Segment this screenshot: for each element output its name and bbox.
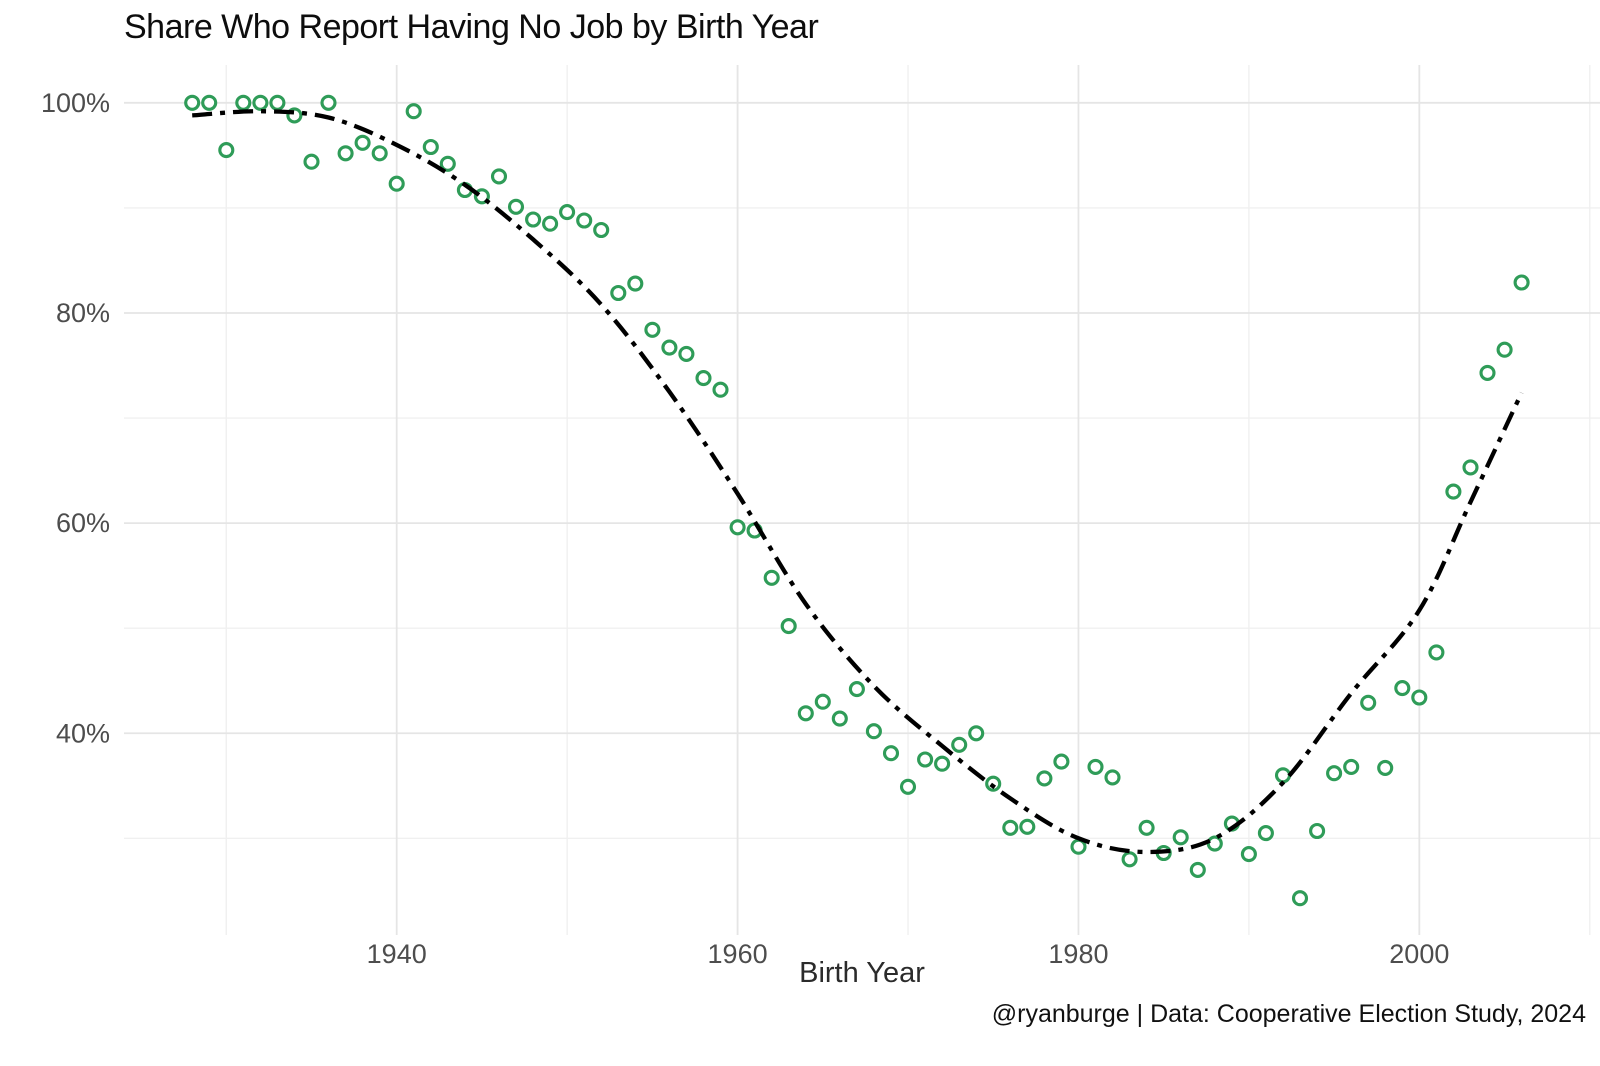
data-point — [882, 745, 900, 762]
x-tick-label: 1980 — [1048, 939, 1108, 969]
data-point — [1138, 819, 1155, 836]
data-point — [405, 103, 422, 120]
data-point — [201, 94, 218, 111]
data-point — [1104, 769, 1121, 786]
data-point — [1121, 851, 1138, 868]
data-point — [320, 94, 337, 111]
data-point — [678, 345, 695, 362]
y-tick-label: 40% — [56, 718, 110, 748]
x-axis-title: Birth Year — [799, 957, 925, 989]
data-point — [439, 155, 456, 172]
chart-caption: @ryanburge | Data: Cooperative Election … — [991, 1000, 1586, 1028]
data-point — [1445, 483, 1462, 500]
data-point — [184, 94, 201, 111]
data-point — [1172, 829, 1189, 846]
trend-line — [192, 109, 1524, 855]
data-point — [218, 142, 235, 159]
data-point — [354, 134, 371, 151]
data-point — [1257, 825, 1274, 842]
data-point — [661, 339, 678, 356]
data-point — [1479, 364, 1496, 381]
data-point — [1513, 274, 1530, 291]
data-point — [1189, 861, 1206, 878]
data-point — [712, 381, 729, 398]
x-tick-label: 2000 — [1389, 939, 1449, 969]
data-point — [252, 94, 269, 111]
data-point — [1309, 822, 1326, 840]
data-point — [951, 736, 968, 753]
y-tick-label: 60% — [56, 508, 110, 538]
data-point — [1206, 835, 1223, 852]
data-point — [1240, 846, 1257, 863]
y-tick-label: 100% — [41, 88, 110, 118]
data-point — [1360, 694, 1377, 711]
x-tick-label: 1940 — [367, 939, 427, 969]
data-point — [610, 284, 627, 302]
data-point — [917, 751, 934, 768]
data-point — [729, 519, 746, 536]
data-point — [1377, 759, 1394, 776]
data-point — [1428, 644, 1445, 661]
data-point — [1394, 680, 1411, 697]
data-point — [695, 370, 712, 387]
data-point — [559, 204, 576, 221]
data-point — [1291, 890, 1309, 907]
data-point — [490, 168, 508, 185]
data-point — [1087, 758, 1104, 775]
data-point — [831, 710, 848, 727]
data-point — [797, 705, 814, 722]
data-point — [814, 693, 831, 710]
data-point — [934, 755, 951, 772]
data-point — [1002, 819, 1019, 836]
data-point — [371, 145, 388, 162]
data-point — [1343, 758, 1360, 775]
data-point — [848, 681, 865, 698]
data-point — [235, 94, 252, 111]
data-point — [337, 145, 354, 162]
data-point — [1019, 818, 1036, 835]
data-point — [303, 153, 320, 170]
data-point — [1496, 341, 1513, 358]
data-point — [507, 198, 525, 215]
data-point — [1274, 767, 1292, 784]
data-point — [1326, 765, 1343, 782]
data-point — [576, 212, 593, 229]
data-point — [968, 725, 985, 742]
data-point — [1411, 689, 1428, 706]
data-point — [542, 215, 559, 232]
chart-title: Share Who Report Having No Job by Birth … — [124, 8, 819, 46]
x-tick-label: 1960 — [708, 939, 768, 969]
data-point — [780, 618, 797, 635]
data-point — [1053, 753, 1070, 770]
data-point — [422, 138, 439, 156]
data-point — [644, 321, 661, 338]
y-tick-label: 80% — [56, 298, 110, 328]
data-point — [269, 94, 286, 111]
data-point — [593, 221, 610, 239]
data-point — [1462, 459, 1479, 476]
data-point — [627, 275, 644, 292]
data-point — [1036, 770, 1053, 787]
data-point — [525, 211, 542, 228]
data-point — [865, 723, 882, 740]
data-point — [899, 778, 917, 795]
data-point — [763, 569, 780, 586]
data-point — [388, 175, 405, 192]
